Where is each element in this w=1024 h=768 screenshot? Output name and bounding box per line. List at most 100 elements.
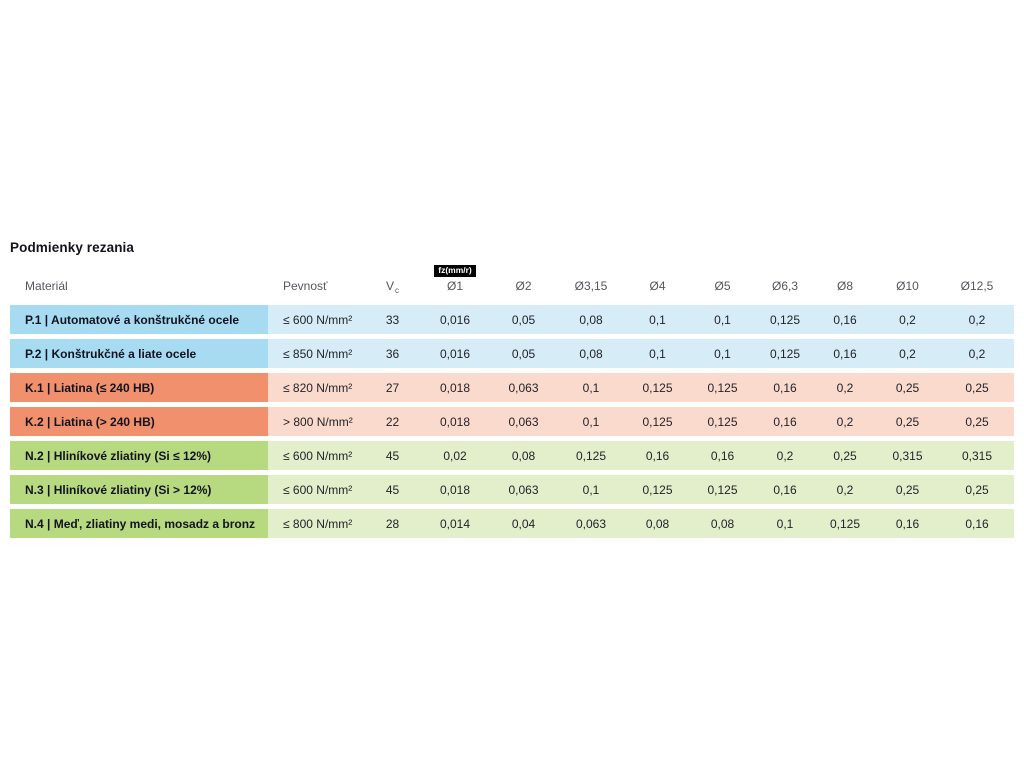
strength-cell: > 800 N/mm² — [268, 407, 365, 436]
fz-cell: 0,018 — [420, 407, 490, 436]
fz-cell: 0,02 — [420, 441, 490, 470]
fz-cell: 0,16 — [815, 305, 875, 334]
fz-cell: 0,125 — [557, 441, 625, 470]
fz-cell: 0,1 — [690, 339, 755, 368]
fz-cell: 0,063 — [490, 373, 557, 402]
fz-cell: 0,016 — [420, 305, 490, 334]
fz-cell: 0,16 — [690, 441, 755, 470]
col-header-d3: Ø3,15 — [574, 279, 608, 293]
fz-cell: 0,125 — [815, 509, 875, 538]
strength-cell: ≤ 800 N/mm² — [268, 509, 365, 538]
fz-cell: 0,1 — [755, 509, 815, 538]
fz-cell: 0,315 — [875, 441, 940, 470]
fz-cell: 0,018 — [420, 475, 490, 504]
fz-cell: 0,04 — [490, 509, 557, 538]
fz-cell: 0,08 — [690, 509, 755, 538]
fz-cell: 0,125 — [690, 373, 755, 402]
fz-cell: 0,063 — [557, 509, 625, 538]
fz-cell: 0,125 — [755, 305, 815, 334]
vc-cell: 28 — [365, 509, 420, 538]
fz-cell: 0,16 — [815, 339, 875, 368]
material-cell: N.3 | Hliníkové zliatiny (Si > 12%) — [10, 475, 268, 504]
col-header-vc: Vc — [365, 260, 420, 300]
cutting-conditions-table: Materiál Pevnosť Vc fz(mm/r) Ø1 Ø2 Ø3,15… — [10, 255, 1014, 543]
fz-unit-badge: fz(mm/r) — [434, 264, 476, 277]
table-row: P.1 | Automatové a konštrukčné ocele ≤ 6… — [10, 305, 1014, 334]
fz-cell: 0,16 — [625, 441, 690, 470]
fz-cell: 0,2 — [875, 305, 940, 334]
fz-cell: 0,16 — [875, 509, 940, 538]
strength-cell: ≤ 600 N/mm² — [268, 475, 365, 504]
fz-cell: 0,05 — [490, 339, 557, 368]
fz-cell: 0,125 — [625, 475, 690, 504]
fz-cell: 0,16 — [940, 509, 1014, 538]
col-header-d1: fz(mm/r) Ø1 — [420, 260, 490, 300]
fz-cell: 0,16 — [755, 475, 815, 504]
fz-cell: 0,25 — [940, 407, 1014, 436]
material-cell: P.2 | Konštrukčné a liate ocele — [10, 339, 268, 368]
fz-cell: 0,16 — [755, 407, 815, 436]
fz-cell: 0,25 — [875, 407, 940, 436]
fz-cell: 0,25 — [940, 373, 1014, 402]
fz-cell: 0,08 — [557, 339, 625, 368]
fz-cell: 0,05 — [490, 305, 557, 334]
table-row: N.4 | Meď, zliatiny medi, mosadz a bronz… — [10, 509, 1014, 538]
fz-cell: 0,1 — [625, 339, 690, 368]
col-header-d2: Ø2 — [515, 279, 532, 293]
col-header-d9: Ø12,5 — [960, 279, 994, 293]
cutting-conditions-section: Podmienky rezania Materiál Pevnosť Vc fz… — [10, 240, 1014, 543]
vc-cell: 36 — [365, 339, 420, 368]
vc-subscript: c — [395, 286, 399, 295]
vc-symbol: V — [385, 279, 394, 293]
fz-cell: 0,1 — [557, 407, 625, 436]
fz-cell: 0,1 — [690, 305, 755, 334]
fz-cell: 0,08 — [625, 509, 690, 538]
material-cell: P.1 | Automatové a konštrukčné ocele — [10, 305, 268, 334]
col-header-d7: Ø8 — [836, 279, 853, 293]
fz-cell: 0,08 — [490, 441, 557, 470]
fz-cell: 0,1 — [557, 373, 625, 402]
material-cell: K.1 | Liatina (≤ 240 HB) — [10, 373, 268, 402]
col-header-d4: Ø4 — [649, 279, 666, 293]
fz-cell: 0,125 — [755, 339, 815, 368]
page-title: Podmienky rezania — [10, 240, 134, 255]
table-row: N.2 | Hliníkové zliatiny (Si ≤ 12%) ≤ 60… — [10, 441, 1014, 470]
fz-cell: 0,063 — [490, 407, 557, 436]
fz-cell: 0,1 — [625, 305, 690, 334]
fz-cell: 0,2 — [940, 305, 1014, 334]
diameter-label: Ø1 — [446, 279, 463, 293]
fz-cell: 0,2 — [755, 441, 815, 470]
col-header-d8: Ø10 — [896, 279, 919, 293]
strength-cell: ≤ 600 N/mm² — [268, 441, 365, 470]
vc-cell: 45 — [365, 475, 420, 504]
fz-cell: 0,2 — [815, 373, 875, 402]
vc-cell: 27 — [365, 373, 420, 402]
table-row: K.1 | Liatina (≤ 240 HB) ≤ 820 N/mm² 27 … — [10, 373, 1014, 402]
col-header-material: Materiál — [25, 279, 68, 293]
fz-cell: 0,014 — [420, 509, 490, 538]
table-header-row: Materiál Pevnosť Vc fz(mm/r) Ø1 Ø2 Ø3,15… — [10, 260, 1014, 300]
strength-cell: ≤ 600 N/mm² — [268, 305, 365, 334]
fz-cell: 0,125 — [690, 407, 755, 436]
fz-cell: 0,018 — [420, 373, 490, 402]
fz-cell: 0,25 — [875, 475, 940, 504]
fz-cell: 0,2 — [940, 339, 1014, 368]
fz-cell: 0,2 — [875, 339, 940, 368]
col-header-d5: Ø5 — [714, 279, 731, 293]
fz-cell: 0,016 — [420, 339, 490, 368]
fz-cell: 0,08 — [557, 305, 625, 334]
fz-cell: 0,2 — [815, 407, 875, 436]
table-row: P.2 | Konštrukčné a liate ocele ≤ 850 N/… — [10, 339, 1014, 368]
vc-cell: 45 — [365, 441, 420, 470]
material-cell: N.2 | Hliníkové zliatiny (Si ≤ 12%) — [10, 441, 268, 470]
strength-cell: ≤ 850 N/mm² — [268, 339, 365, 368]
vc-cell: 33 — [365, 305, 420, 334]
fz-cell: 0,125 — [625, 407, 690, 436]
col-header-strength: Pevnosť — [283, 279, 328, 293]
fz-cell: 0,125 — [625, 373, 690, 402]
fz-cell: 0,125 — [690, 475, 755, 504]
fz-cell: 0,063 — [490, 475, 557, 504]
fz-cell: 0,1 — [557, 475, 625, 504]
table-row: N.3 | Hliníkové zliatiny (Si > 12%) ≤ 60… — [10, 475, 1014, 504]
fz-cell: 0,2 — [815, 475, 875, 504]
